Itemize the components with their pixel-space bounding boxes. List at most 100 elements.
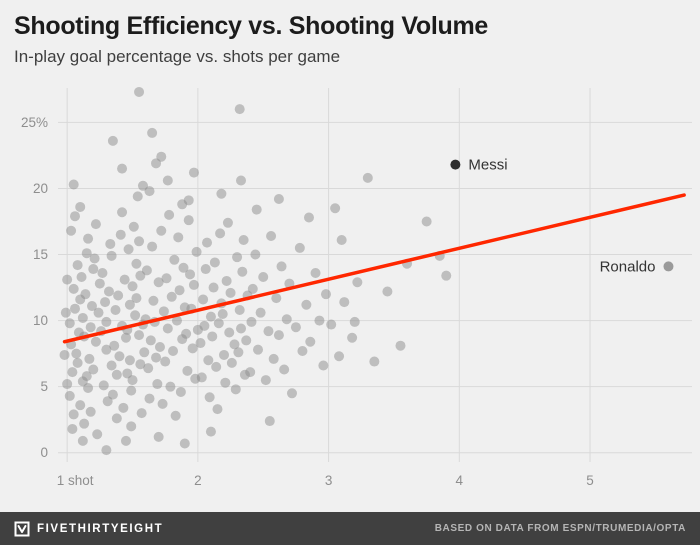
data-point — [245, 367, 256, 378]
data-point — [85, 406, 96, 417]
data-point — [318, 360, 329, 371]
data-point — [286, 388, 297, 399]
data-point — [77, 312, 88, 323]
data-point — [209, 257, 220, 268]
data-point — [62, 379, 73, 390]
data-point — [111, 369, 122, 380]
data-point — [326, 319, 337, 330]
data-point — [131, 293, 142, 304]
data-point — [250, 249, 261, 260]
data-point — [200, 264, 211, 275]
data-point — [369, 356, 380, 367]
data-point — [273, 330, 284, 341]
data-point — [260, 375, 271, 386]
chart-title: Shooting Efficiency vs. Shooting Volume — [14, 12, 488, 40]
data-point — [219, 349, 230, 360]
data-point — [97, 268, 108, 279]
data-point — [221, 275, 232, 286]
data-point — [234, 305, 245, 316]
data-point — [205, 311, 216, 322]
data-point — [124, 299, 135, 310]
data-point — [94, 278, 105, 289]
data-point — [115, 229, 126, 240]
data-point — [80, 289, 91, 300]
data-point — [69, 303, 80, 314]
data-point — [334, 351, 345, 362]
data-point — [134, 330, 145, 341]
x-tick-label: 4 — [456, 473, 464, 488]
ronaldo-point — [663, 261, 674, 272]
data-point — [147, 241, 158, 252]
data-point — [158, 306, 169, 317]
data-point — [279, 364, 290, 375]
data-point — [253, 344, 264, 355]
data-point — [134, 236, 145, 247]
data-point — [310, 268, 321, 279]
data-point — [225, 287, 236, 298]
data-point — [117, 207, 128, 218]
data-point — [127, 281, 138, 292]
data-point — [198, 294, 209, 305]
data-point — [162, 175, 173, 186]
data-point — [68, 179, 79, 190]
data-point — [258, 271, 269, 282]
data-point — [212, 404, 223, 415]
data-point — [120, 332, 131, 343]
data-point — [169, 254, 180, 265]
data-point — [238, 234, 249, 245]
data-point — [215, 228, 226, 239]
data-point — [173, 232, 184, 243]
data-point — [67, 423, 78, 434]
data-point — [79, 418, 90, 429]
data-point — [145, 335, 156, 346]
data-point — [255, 307, 266, 318]
data-point — [98, 380, 109, 391]
data-point — [168, 345, 179, 356]
data-point — [237, 266, 248, 277]
data-point — [171, 315, 182, 326]
data-point — [339, 297, 350, 308]
data-point — [241, 335, 252, 346]
data-point — [124, 355, 135, 366]
data-point — [336, 234, 347, 245]
data-point — [314, 315, 325, 326]
data-point — [154, 342, 165, 353]
data-point — [174, 285, 185, 296]
trend-line — [62, 193, 686, 344]
data-point — [144, 393, 155, 404]
data-point — [301, 299, 312, 310]
data-point — [72, 357, 83, 368]
data-point — [100, 297, 111, 308]
data-point — [88, 364, 99, 375]
data-point — [234, 104, 245, 115]
data-point — [305, 336, 316, 347]
data-point — [75, 400, 86, 411]
messi-point — [450, 159, 461, 170]
data-point — [109, 340, 120, 351]
data-point — [266, 231, 277, 242]
data-point — [90, 219, 101, 230]
data-point — [205, 426, 216, 437]
data-point — [105, 238, 116, 249]
scatter-plot: 0 5 10 15 20 25% 1 shot 2 3 4 5 Messi Ronaldo — [0, 76, 700, 512]
data-point — [202, 237, 213, 248]
y-tick-label: 10 — [33, 313, 48, 328]
data-point — [114, 351, 125, 362]
data-point — [251, 204, 262, 215]
data-point — [264, 416, 275, 427]
data-point — [222, 217, 233, 228]
data-point — [188, 279, 199, 290]
data-point — [68, 283, 79, 294]
data-point — [72, 260, 83, 271]
data-point — [77, 435, 88, 446]
data-point — [213, 318, 224, 329]
data-point — [207, 331, 218, 342]
data-point — [103, 286, 114, 297]
data-point — [230, 384, 241, 395]
data-point — [83, 382, 94, 393]
data-point — [224, 327, 235, 338]
data-point — [196, 372, 207, 383]
data-point — [160, 356, 171, 367]
data-point — [165, 381, 176, 392]
data-point — [64, 390, 75, 401]
